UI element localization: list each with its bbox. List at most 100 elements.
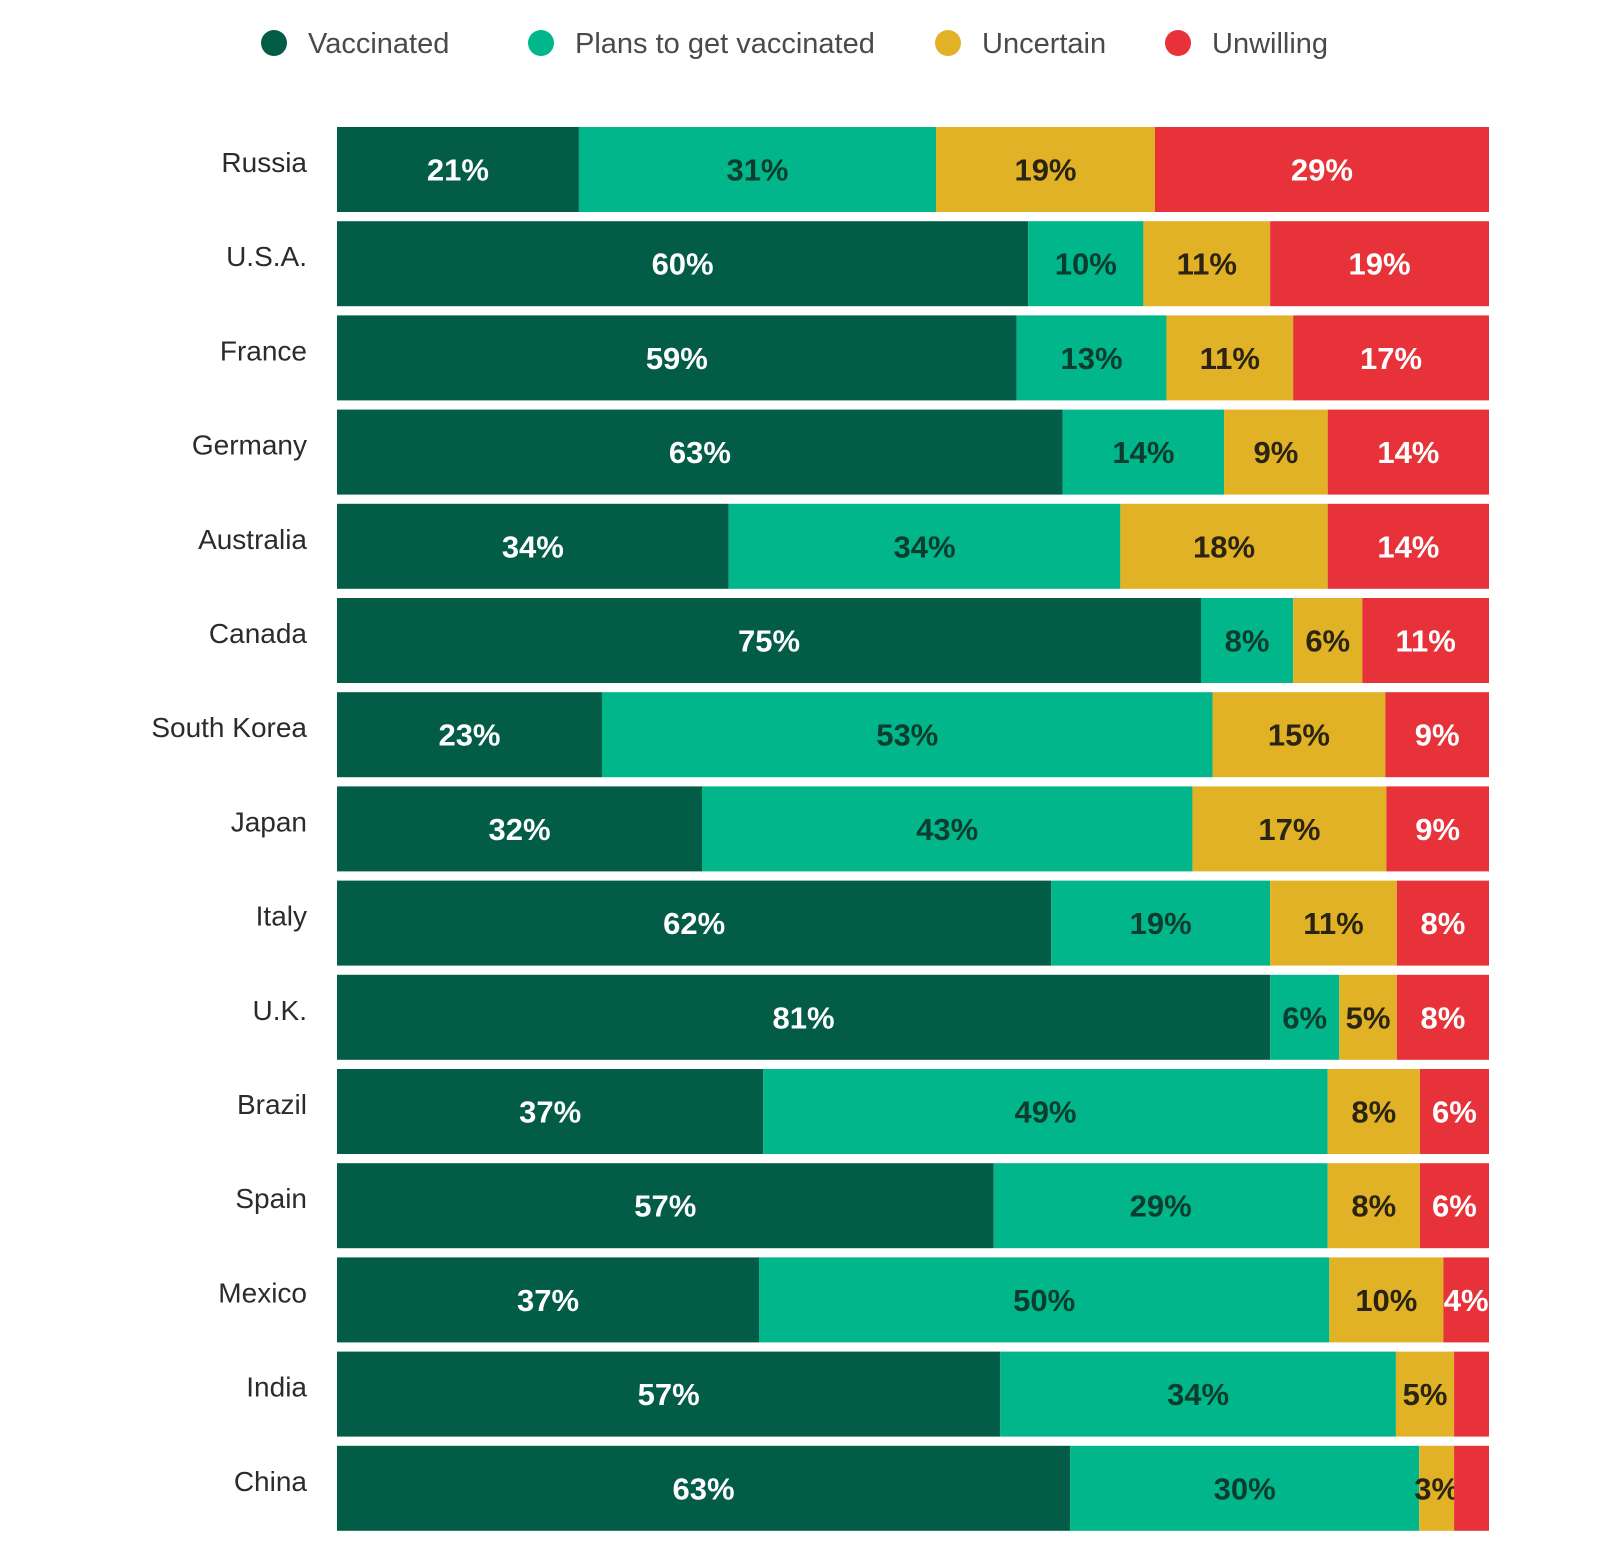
data-label-france-uncertain: 11% — [1200, 341, 1260, 376]
category-label-canada: Canada — [209, 618, 308, 649]
category-label-italy: Italy — [256, 901, 307, 932]
bar-segment-france-plans-to-get-vaccinated — [1016, 315, 1167, 401]
data-label-japan-plans-to-get-vaccinated: 43% — [916, 812, 978, 847]
bar-segment-u-s-a-plans-to-get-vaccinated — [1028, 221, 1144, 307]
bar-segment-italy-vaccinated — [337, 880, 1052, 966]
bar-segment-mexico-uncertain — [1329, 1257, 1444, 1343]
bar-segment-italy-uncertain — [1270, 880, 1397, 966]
bar-segment-china-uncertain — [1419, 1445, 1455, 1531]
bar-segment-france-vaccinated — [337, 315, 1017, 401]
bar-segment-germany-unwilling — [1327, 409, 1489, 495]
bar-segment-india-plans-to-get-vaccinated — [1000, 1351, 1396, 1437]
bar-segment-russia-vaccinated — [337, 127, 579, 212]
category-label-russia: Russia — [221, 147, 307, 178]
bar-row-spain: 57% 29% 8% 6% — [337, 1163, 1489, 1249]
bar-row-u-k: 81% 6% 5% 8% — [337, 974, 1489, 1060]
bar-row-canada: 75% 8% 6% 11% — [337, 598, 1489, 683]
data-label-russia-vaccinated: 21% — [427, 153, 489, 188]
bar-segment-u-k-vaccinated — [337, 974, 1271, 1060]
data-label-south-korea-uncertain: 15% — [1268, 718, 1330, 753]
bar-segment-italy-unwilling — [1396, 880, 1489, 966]
bar-segment-germany-vaccinated — [337, 409, 1063, 495]
bar-segment-india-uncertain — [1395, 1351, 1455, 1437]
data-label-france-vaccinated: 59% — [646, 341, 708, 376]
bar-segment-u-k-uncertain — [1339, 974, 1397, 1060]
data-label-brazil-unwilling: 6% — [1432, 1095, 1477, 1130]
bar-segment-italy-plans-to-get-vaccinated — [1051, 880, 1271, 966]
bar-row-india: 57% 34% 5% — [337, 1351, 1489, 1437]
data-label-italy-plans-to-get-vaccinated: 19% — [1130, 906, 1192, 941]
data-label-spain-unwilling: 6% — [1432, 1189, 1477, 1224]
bar-segment-canada-plans-to-get-vaccinated — [1201, 598, 1294, 683]
data-label-canada-plans-to-get-vaccinated: 8% — [1225, 624, 1270, 659]
bar-segment-australia-uncertain — [1120, 503, 1328, 589]
bar-segment-germany-plans-to-get-vaccinated — [1062, 409, 1225, 495]
legend-item-vaccinated: Vaccinated — [261, 28, 449, 60]
category-label-u-s-a: U.S.A. — [226, 241, 307, 272]
data-label-spain-plans-to-get-vaccinated: 29% — [1130, 1189, 1192, 1224]
bar-segment-china-unwilling — [1454, 1445, 1489, 1531]
data-label-australia-plans-to-get-vaccinated: 34% — [893, 529, 955, 564]
bar-segment-mexico-unwilling — [1443, 1257, 1489, 1343]
legend-label-uncertain: Uncertain — [982, 28, 1106, 60]
bar-row-japan: 32% 43% 17% 9% — [337, 786, 1489, 872]
bar-segment-japan-vaccinated — [337, 786, 702, 872]
data-label-australia-vaccinated: 34% — [502, 529, 564, 564]
bar-row-brazil: 37% 49% 8% 6% — [337, 1069, 1489, 1154]
bar-row-russia: 21% 31% 19% 29% — [337, 127, 1489, 212]
data-label-italy-vaccinated: 62% — [663, 906, 725, 941]
data-label-germany-unwilling: 14% — [1377, 435, 1439, 470]
data-label-brazil-vaccinated: 37% — [519, 1095, 581, 1130]
bar-row-mexico: 37% 50% 10% 4% — [337, 1257, 1489, 1343]
data-label-spain-vaccinated: 57% — [634, 1189, 696, 1224]
bar-segment-u-s-a-unwilling — [1270, 221, 1489, 307]
bar-segment-russia-unwilling — [1154, 127, 1489, 212]
legend-swatch-uncertain — [935, 30, 961, 56]
bar-segment-japan-unwilling — [1386, 786, 1489, 872]
bar-segment-australia-unwilling — [1327, 503, 1489, 589]
bar-segment-australia-plans-to-get-vaccinated — [728, 503, 1121, 589]
data-label-u-s-a-vaccinated: 60% — [652, 247, 714, 282]
data-label-russia-uncertain: 19% — [1014, 153, 1076, 188]
legend: Vaccinated Plans to get vaccinated Uncerta… — [261, 28, 1328, 60]
category-label-u-k: U.K. — [253, 995, 307, 1026]
data-label-south-korea-vaccinated: 23% — [438, 718, 500, 753]
bar-segment-australia-vaccinated — [337, 503, 729, 589]
category-label-france: France — [220, 335, 307, 366]
bar-segment-mexico-plans-to-get-vaccinated — [759, 1257, 1330, 1343]
data-label-canada-uncertain: 6% — [1305, 624, 1350, 659]
legend-item-unwilling: Unwilling — [1165, 28, 1328, 60]
legend-item-plans-to-get-vaccinated: Plans to get vaccinated — [528, 28, 875, 60]
data-label-china-plans-to-get-vaccinated: 30% — [1214, 1471, 1276, 1506]
data-label-japan-unwilling: 9% — [1415, 812, 1460, 847]
legend-item-uncertain: Uncertain — [935, 28, 1106, 60]
data-label-u-k-uncertain: 5% — [1346, 1000, 1391, 1035]
data-label-u-k-unwilling: 8% — [1421, 1000, 1466, 1035]
data-label-mexico-plans-to-get-vaccinated: 50% — [1013, 1283, 1075, 1318]
data-label-italy-uncertain: 11% — [1303, 906, 1363, 941]
data-label-australia-unwilling: 14% — [1377, 529, 1439, 564]
data-label-south-korea-unwilling: 9% — [1415, 718, 1460, 753]
bar-segment-spain-uncertain — [1327, 1163, 1420, 1249]
bar-segment-u-s-a-uncertain — [1143, 221, 1271, 307]
data-label-australia-uncertain: 18% — [1193, 529, 1255, 564]
bar-segment-u-s-a-vaccinated — [337, 221, 1029, 307]
data-label-japan-uncertain: 17% — [1258, 812, 1320, 847]
data-label-canada-vaccinated: 75% — [738, 624, 800, 659]
data-label-india-vaccinated: 57% — [638, 1377, 700, 1412]
bar-segment-china-plans-to-get-vaccinated — [1070, 1445, 1420, 1531]
legend-label-unwilling: Unwilling — [1212, 28, 1328, 60]
bar-segment-spain-unwilling — [1419, 1163, 1489, 1249]
bar-segment-spain-vaccinated — [337, 1163, 994, 1249]
bar-segment-mexico-vaccinated — [337, 1257, 760, 1343]
bar-segment-japan-plans-to-get-vaccinated — [701, 786, 1193, 872]
bar-segment-france-uncertain — [1166, 315, 1294, 401]
bar-segment-u-k-unwilling — [1396, 974, 1489, 1060]
data-label-germany-uncertain: 9% — [1253, 435, 1298, 470]
bar-segment-brazil-uncertain — [1327, 1069, 1420, 1154]
bars: 21% 31% 19% 29% 60% 10% 11% 19% 59% 13% 11% 17% 63% 1… — [337, 127, 1489, 1531]
bar-segment-india-unwilling — [1454, 1351, 1489, 1437]
bar-row-france: 59% 13% 11% 17% — [337, 315, 1489, 401]
data-label-u-k-plans-to-get-vaccinated: 6% — [1282, 1000, 1327, 1035]
